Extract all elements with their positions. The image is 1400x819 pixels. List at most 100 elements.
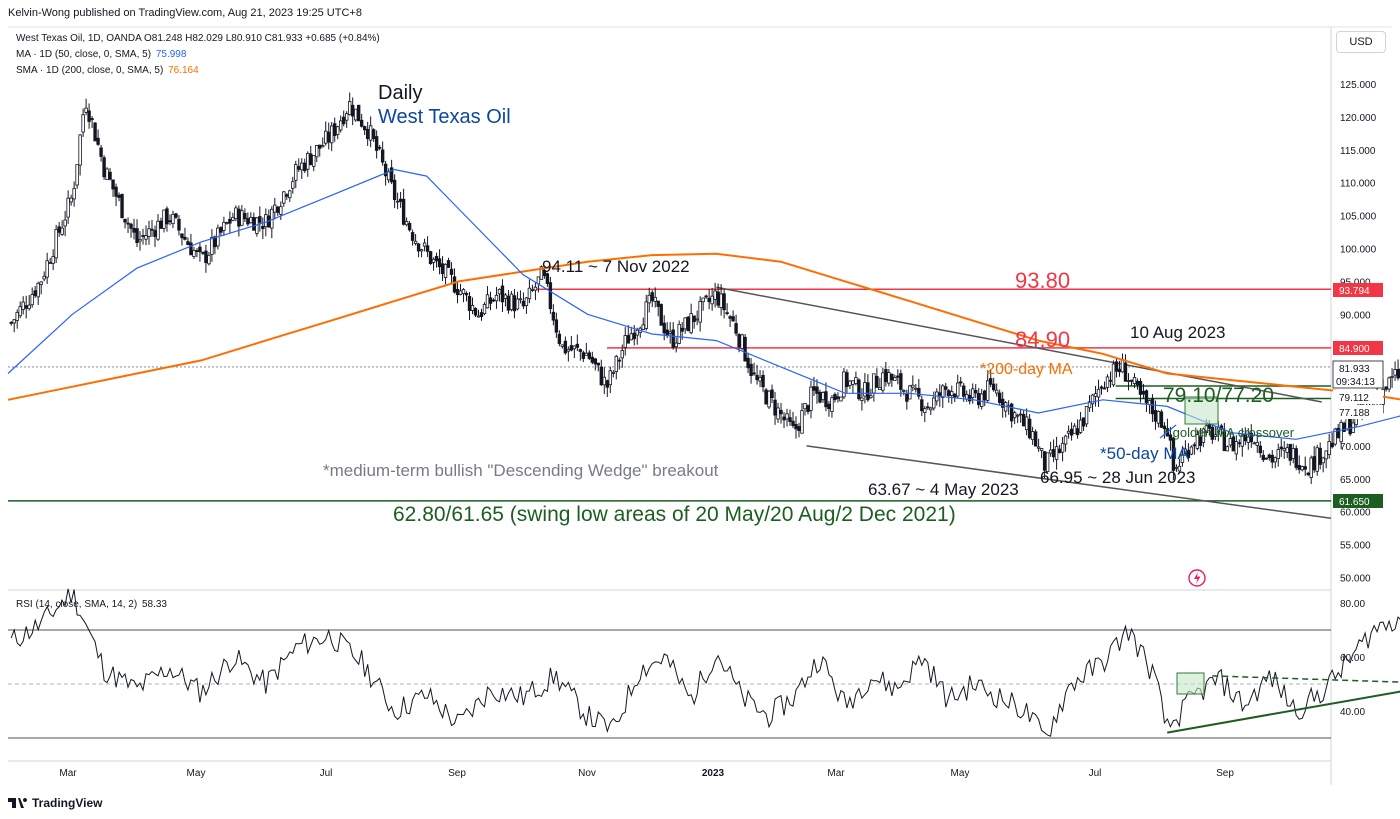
price-axis-tick: 65.000 <box>1340 475 1371 486</box>
candle-body <box>87 110 91 122</box>
candle-body <box>1018 413 1023 416</box>
candle-body <box>1264 457 1268 460</box>
rsi-line <box>10 588 1400 737</box>
candle-body <box>380 149 385 163</box>
candle-body <box>1039 448 1044 451</box>
candle-body <box>81 114 85 133</box>
candle-body <box>503 294 508 299</box>
candle-body <box>1063 435 1068 445</box>
candle-body <box>342 116 346 125</box>
candle-body <box>252 217 256 231</box>
ma200-line <box>7 252 1400 401</box>
candle-body <box>947 390 951 397</box>
candle-body <box>1393 369 1397 376</box>
candle-body <box>294 164 298 181</box>
candle-body <box>794 424 798 430</box>
ma-legend: MA · 1D (50, close, 0, SMA, 5) 75.998 <box>16 49 186 60</box>
candle-body <box>542 270 547 277</box>
candle-body <box>126 222 130 225</box>
candle-body <box>228 218 232 224</box>
price-axis-tick: 120.000 <box>1340 113 1377 124</box>
candle-body <box>1300 466 1304 471</box>
candle-body <box>590 356 595 363</box>
candle-body <box>395 200 400 203</box>
candle-body <box>983 390 987 401</box>
svg-text:61.650: 61.650 <box>1339 497 1370 508</box>
candle-body <box>1057 448 1062 454</box>
candle-body <box>716 291 720 306</box>
candle-body <box>1222 431 1227 452</box>
candle-body <box>731 316 735 322</box>
candle-body <box>997 392 1002 403</box>
candle-body <box>1234 441 1239 455</box>
candle-body <box>848 380 852 386</box>
candle-body <box>962 385 966 397</box>
price-axis-tick: 110.000 <box>1340 179 1376 190</box>
time-axis-tick: May <box>951 768 970 779</box>
candle-body <box>66 197 70 218</box>
candle-body <box>1288 443 1292 461</box>
candle-body <box>767 390 771 408</box>
candle-body <box>419 249 424 252</box>
svg-text:79.112: 79.112 <box>1339 393 1369 404</box>
time-axis-tick: Jul <box>320 768 333 779</box>
candle-body <box>506 295 511 311</box>
candle-body <box>662 322 666 334</box>
candle-body <box>611 371 615 374</box>
candle-body <box>602 376 606 386</box>
candle-body <box>1321 457 1325 464</box>
candle-body <box>614 355 618 372</box>
candle-body <box>770 389 774 399</box>
candle-body <box>1279 446 1283 450</box>
candle-body <box>422 242 427 247</box>
svg-text:09:34:13: 09:34:13 <box>1336 377 1375 388</box>
time-axis-tick: Sep <box>448 768 466 779</box>
candle-body <box>135 228 139 244</box>
candle-body <box>84 107 88 113</box>
badge-79112: 79.112 <box>1333 390 1383 404</box>
candle-body <box>1120 359 1125 373</box>
candle-body <box>482 304 487 315</box>
support-zone-label: 79.10/77.20 <box>1163 384 1274 407</box>
candle-body <box>991 383 996 391</box>
rsi-axis-tick: 60.00 <box>1340 653 1365 664</box>
tradingview-brand: TradingView <box>8 796 102 810</box>
sma-legend-value: 76.164 <box>168 65 199 76</box>
lightning-event-icon[interactable] <box>1188 569 1206 587</box>
candle-body <box>866 382 870 401</box>
candle-body <box>428 251 433 265</box>
candle-body <box>90 118 94 120</box>
may-low-label: 63.67 ~ 4 May 2023 <box>868 480 1019 499</box>
candle-body <box>434 255 439 262</box>
candle-body <box>887 372 891 384</box>
price-axis-tick: 105.000 <box>1340 212 1377 223</box>
candle-body <box>1258 445 1262 454</box>
candle-body <box>1111 363 1116 386</box>
ma-legend-value: 75.998 <box>155 49 187 60</box>
candle-body <box>566 348 571 352</box>
candle-body <box>333 123 337 136</box>
candle-body <box>956 382 960 397</box>
ma-legend-label: MA · 1D (50, close, 0, SMA, 5) <box>16 49 152 60</box>
candle-body <box>959 381 963 384</box>
rsi-legend: RSI (14, close, SMA, 14, 2) 58.33 <box>16 599 167 610</box>
candle-body <box>12 319 16 324</box>
candle-body <box>1090 394 1095 405</box>
candle-body <box>746 357 750 369</box>
candle-body <box>1144 390 1149 404</box>
candle-body <box>644 301 648 329</box>
candle-body <box>240 210 244 226</box>
candle-body <box>1036 446 1041 449</box>
candle-body <box>473 308 478 316</box>
candle-body <box>63 219 67 227</box>
candle-body <box>923 408 927 413</box>
candle-body <box>902 390 906 392</box>
currency-button[interactable]: USD <box>1336 31 1386 53</box>
candle-body <box>114 186 118 197</box>
candle-body <box>285 194 289 197</box>
jun-low-label: 66.95 ~ 28 Jun 2023 <box>1040 468 1196 487</box>
candle-body <box>51 256 55 264</box>
candle-body <box>1027 418 1032 439</box>
candle-body <box>896 375 900 378</box>
